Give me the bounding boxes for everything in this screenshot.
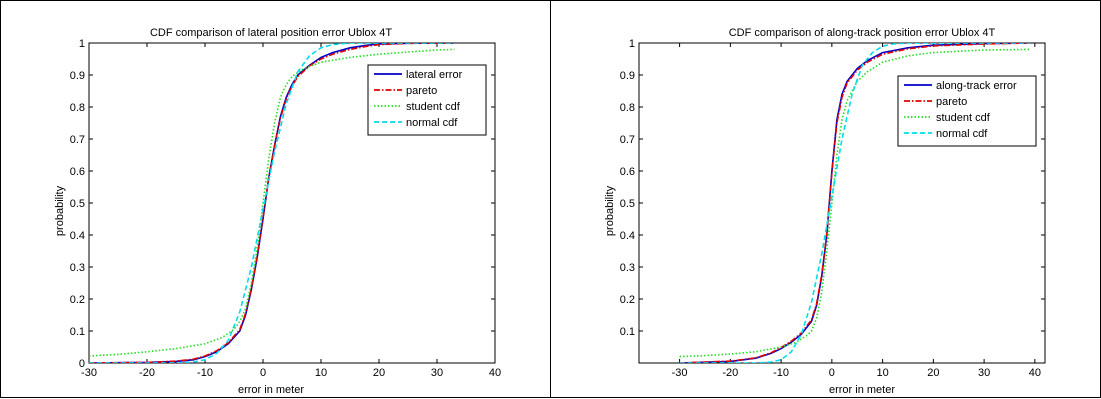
x-tick-label: -30 xyxy=(672,367,688,379)
legend-label: normal cdf xyxy=(406,117,458,129)
legend-box xyxy=(897,75,1037,147)
y-tick-label: 0.1 xyxy=(70,326,85,338)
x-tick-label: -20 xyxy=(139,367,155,379)
y-axis-label: probability xyxy=(604,185,616,236)
x-tick-label: 40 xyxy=(489,367,501,379)
legend-label: student cdf xyxy=(936,112,991,124)
x-tick-label: 0 xyxy=(829,367,835,379)
y-tick-label: 0.6 xyxy=(620,166,635,178)
y-tick-label: 0.3 xyxy=(620,262,635,274)
y-tick-label: 1 xyxy=(629,38,635,50)
x-axis-label: error in meter xyxy=(238,384,304,396)
y-tick-label: 0 xyxy=(79,358,85,370)
y-tick-label: 0.2 xyxy=(620,294,635,306)
figure-panel-lateral: CDF comparison of lateral position error… xyxy=(0,0,551,398)
y-tick-label: 1 xyxy=(79,38,85,50)
legend-label: lateral error xyxy=(406,69,463,81)
legend-label: along-track error xyxy=(936,80,1017,92)
series-line-pareto xyxy=(89,43,455,363)
y-tick-label: 0.5 xyxy=(620,198,635,210)
figure-panel-along-track: CDF comparison of along-track position e… xyxy=(550,0,1101,398)
lateral-cdf-chart: CDF comparison of lateral position error… xyxy=(54,27,501,396)
series-line-student-cdf xyxy=(679,48,1030,358)
x-tick-label: 20 xyxy=(373,367,385,379)
chart-title: CDF comparison of along-track position e… xyxy=(729,27,996,39)
y-tick-label: 0.3 xyxy=(70,262,85,274)
chart-title: CDF comparison of lateral position error… xyxy=(150,27,392,39)
x-tick-label: 10 xyxy=(315,367,327,379)
y-tick-label: 0.5 xyxy=(70,198,85,210)
series-line-normal-cdf xyxy=(89,43,455,363)
x-tick-label: 10 xyxy=(876,367,888,379)
x-tick-label: -10 xyxy=(197,367,213,379)
legend-label: student cdf xyxy=(406,101,461,113)
y-tick-label: 0.6 xyxy=(70,166,85,178)
y-tick-label: 0.7 xyxy=(70,134,85,146)
x-tick-label: -30 xyxy=(81,367,97,379)
x-tick-label: -20 xyxy=(722,367,738,379)
y-tick-label: 0.4 xyxy=(70,230,85,242)
series-group xyxy=(89,43,455,363)
y-tick-label: 0.8 xyxy=(620,102,635,114)
x-tick-label: 30 xyxy=(978,367,990,379)
y-tick-label: 0.4 xyxy=(620,230,635,242)
series-line-pareto xyxy=(679,43,1030,363)
x-tick-label: 0 xyxy=(260,367,266,379)
series-group xyxy=(679,43,1030,363)
x-tick-label: 20 xyxy=(927,367,939,379)
legend-label: pareto xyxy=(406,85,437,97)
x-tick-label: 40 xyxy=(1029,367,1041,379)
x-tick-label: -10 xyxy=(773,367,789,379)
along-track-cdf-chart: CDF comparison of along-track position e… xyxy=(604,27,1046,396)
x-tick-label: 30 xyxy=(431,367,443,379)
y-tick-label: 0.8 xyxy=(70,102,85,114)
y-tick-label: 0.2 xyxy=(70,294,85,306)
legend-label: normal cdf xyxy=(936,128,988,140)
y-tick-label: 0.9 xyxy=(620,70,635,82)
x-axis-label: error in meter xyxy=(829,384,895,396)
series-line-normal-cdf xyxy=(679,43,1030,363)
y-axis-label: probability xyxy=(54,185,66,236)
y-tick-label: 0.1 xyxy=(620,326,635,338)
y-tick-label: 0.7 xyxy=(620,134,635,146)
legend-label: pareto xyxy=(936,96,967,108)
y-tick-label: 0.9 xyxy=(70,70,85,82)
legend-box xyxy=(367,64,487,136)
